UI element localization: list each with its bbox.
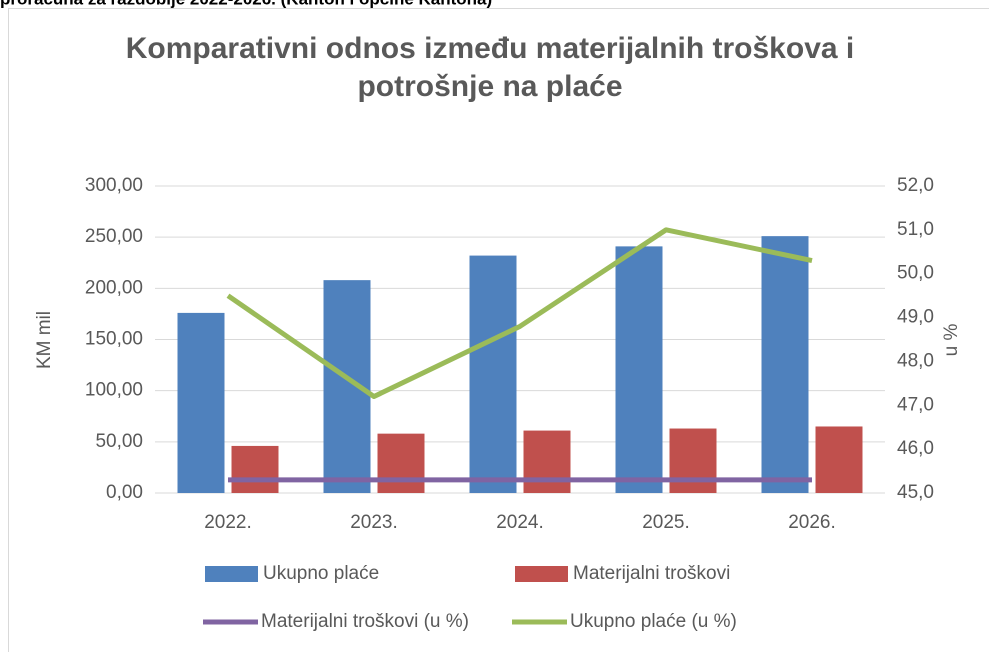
- bar: [815, 426, 863, 493]
- y2-tick-label: 51,0: [897, 219, 934, 240]
- bar: [469, 255, 517, 493]
- header-text: proračuna za razdoblje 2022-2026. (Kanto…: [0, 0, 492, 8]
- legend-swatch: [205, 566, 258, 582]
- bar: [669, 428, 717, 493]
- line: [226, 227, 813, 400]
- y-tick-label: 150,00: [85, 329, 143, 350]
- y2-tick-label: 47,0: [897, 394, 934, 415]
- bar: [177, 312, 225, 493]
- y2-tick-label: 48,0: [897, 350, 934, 371]
- y2-tick-label: 46,0: [897, 438, 934, 459]
- y-tick-label: 250,00: [85, 226, 143, 247]
- bar: [377, 433, 425, 493]
- legend-label: Materijalni troškovi (u %): [261, 611, 469, 632]
- x-tick-label: 2022.: [204, 512, 252, 533]
- y2-tick-label: 50,0: [897, 263, 934, 284]
- legend-swatch: [515, 566, 568, 582]
- chart-title: Komparativni odnos između materijalnih t…: [126, 32, 854, 103]
- bar: [231, 445, 279, 493]
- y-tick-label: 200,00: [85, 277, 143, 298]
- y-tick-label: 100,00: [85, 380, 143, 401]
- y2-tick-label: 52,0: [897, 175, 934, 196]
- y2-tick-label: 49,0: [897, 307, 934, 328]
- y-tick-label: 0,00: [106, 482, 143, 503]
- x-tick-label: 2025.: [642, 512, 690, 533]
- x-tick-label: 2026.: [788, 512, 836, 533]
- bar: [615, 246, 663, 493]
- y-axis-title: KM mil: [34, 311, 55, 369]
- legend-label: Materijalni troškovi: [573, 563, 730, 584]
- y-tick-label: 300,00: [85, 175, 143, 196]
- x-tick-label: 2024.: [496, 512, 544, 533]
- x-tick-label: 2023.: [350, 512, 398, 533]
- legend-label: Ukupno plaće: [263, 563, 379, 584]
- y2-axis-title: u %: [941, 324, 962, 357]
- bar: [523, 430, 571, 493]
- y2-tick-label: 45,0: [897, 482, 934, 503]
- bar: [761, 236, 809, 494]
- y-tick-label: 50,00: [95, 431, 143, 452]
- legend-label: Ukupno plaće (u %): [570, 611, 737, 632]
